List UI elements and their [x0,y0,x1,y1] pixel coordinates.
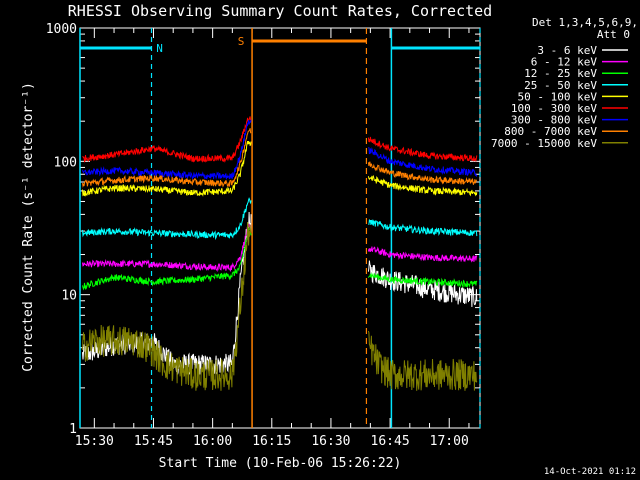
series-line [82,197,252,241]
y-tick-label: 100 [54,155,77,170]
series-line [82,116,252,163]
series-line [82,119,252,180]
legend-label: 3 - 6 keV [537,44,597,57]
series-line [367,330,478,391]
legend-label: 50 - 100 keV [518,90,598,103]
series-line [82,140,252,197]
legend-label: 100 - 300 keV [511,102,597,115]
x-tick-label: 16:00 [193,434,232,449]
series-line [368,219,478,237]
legend-label: 25 - 50 keV [524,79,597,92]
x-tick-label: 15:30 [75,434,114,449]
series-line [367,271,478,289]
y-tick-label: 1 [69,422,77,437]
series-line [82,221,252,391]
legend-header-1: Det 1,3,4,5,6,9, [532,16,638,29]
x-tick-label: 16:45 [371,434,410,449]
series-line [367,260,478,308]
series-line [367,246,478,263]
legend-label: 6 - 12 keV [531,56,598,69]
x-tick-label: 15:45 [134,434,173,449]
x-tick-label: 17:00 [430,434,469,449]
night-marker-label: N [156,42,163,55]
x-tick-label: 16:30 [311,434,350,449]
y-axis-label: Corrected Count Rate (s⁻¹ detector⁻¹) [21,82,36,372]
series-line [368,146,478,178]
legend-header-2: Att 0 [597,28,630,41]
series-line [82,223,252,273]
x-axis-label: Start Time (10-Feb-06 15:26:22) [159,456,402,471]
chart-title: RHESSI Observing Summary Count Rates, Co… [68,2,492,20]
x-tick-label: 16:15 [252,434,291,449]
legend-label: 300 - 800 keV [511,114,597,127]
series-line [82,128,252,188]
legend-label: 7000 - 15000 keV [491,137,597,150]
footer-timestamp: 14-Oct-2021 01:12 [544,467,636,477]
y-tick-label: 10 [61,289,77,304]
y-tick-label: 1000 [46,22,77,37]
series-line [367,136,478,163]
saa-marker-label: S [238,35,245,48]
series-line [367,175,478,197]
legend-label: 12 - 25 keV [524,67,597,80]
legend-label: 800 - 7000 keV [504,125,597,138]
series-line [82,227,252,291]
series-line [367,161,478,186]
